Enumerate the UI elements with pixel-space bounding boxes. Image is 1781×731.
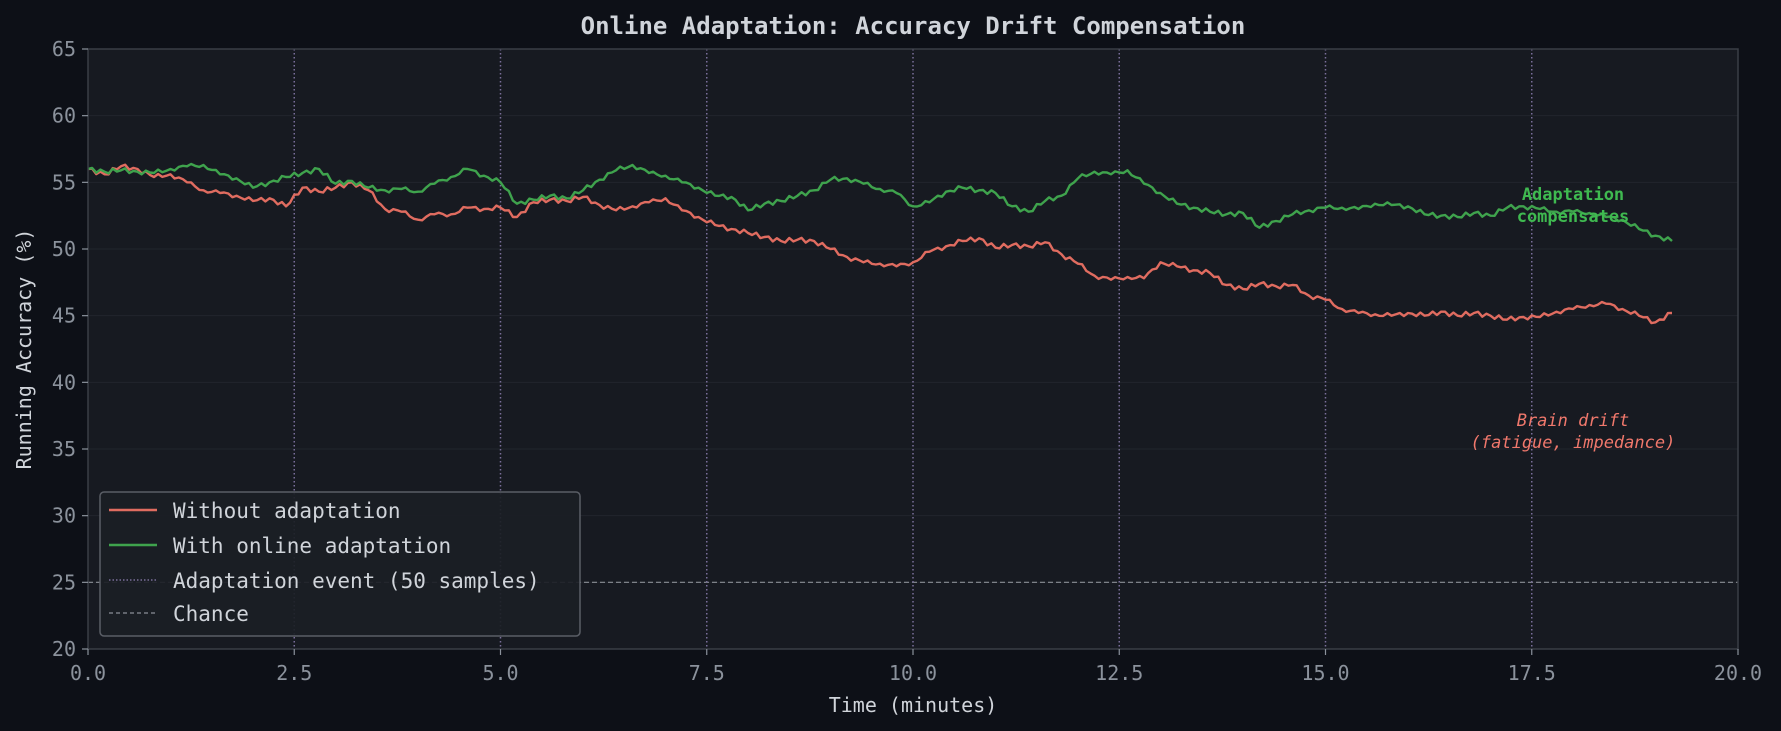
y-tick-label: 55: [52, 170, 76, 194]
y-axis-ticks: 20 25 30 35 40 45 50 55 60 65: [52, 37, 88, 661]
annotation-adaptation-line1: Adaptation: [1522, 185, 1624, 205]
annotation-drift-line1: Brain drift: [1517, 411, 1630, 431]
chart-title: Online Adaptation: Accuracy Drift Compen…: [581, 12, 1246, 40]
legend-label-with-adaptation: With online adaptation: [173, 534, 451, 558]
y-tick-label: 50: [52, 237, 76, 261]
x-tick-label: 20.0: [1714, 661, 1762, 685]
x-axis-ticks: 0.0 2.5 5.0 7.5 10.0 12.5 15.0 17.5 20.0: [70, 649, 1762, 685]
x-tick-label: 2.5: [276, 661, 312, 685]
legend-label-without-adaptation: Without adaptation: [173, 499, 401, 523]
y-tick-label: 25: [52, 570, 76, 594]
x-tick-label: 12.5: [1095, 661, 1143, 685]
x-tick-label: 15.0: [1301, 661, 1349, 685]
legend-label-adaptation-event: Adaptation event (50 samples): [173, 569, 540, 593]
x-tick-label: 7.5: [689, 661, 725, 685]
y-tick-label: 30: [52, 504, 76, 528]
y-tick-label: 20: [52, 637, 76, 661]
legend-box: [99, 491, 581, 637]
y-tick-label: 35: [52, 437, 76, 461]
y-tick-label: 45: [52, 304, 76, 328]
x-tick-label: 5.0: [482, 661, 518, 685]
y-tick-label: 65: [52, 37, 76, 61]
y-axis-label: Running Accuracy (%): [12, 229, 36, 470]
annotation-drift-line2: (fatigue, impedance): [1471, 433, 1676, 453]
series-lines: [87, 162, 1673, 325]
x-tick-label: 17.5: [1508, 661, 1556, 685]
x-axis-label: Time (minutes): [829, 693, 998, 717]
x-tick-label: 0.0: [70, 661, 106, 685]
y-tick-label: 40: [52, 370, 76, 394]
x-tick-label: 10.0: [889, 661, 937, 685]
series-line-with-online-adaptation: [87, 162, 1673, 242]
legend: Without adaptation With online adaptatio…: [99, 491, 581, 637]
y-tick-label: 60: [52, 104, 76, 128]
legend-label-chance: Chance: [173, 602, 249, 626]
annotation-adaptation-line2: compensates: [1517, 207, 1630, 227]
